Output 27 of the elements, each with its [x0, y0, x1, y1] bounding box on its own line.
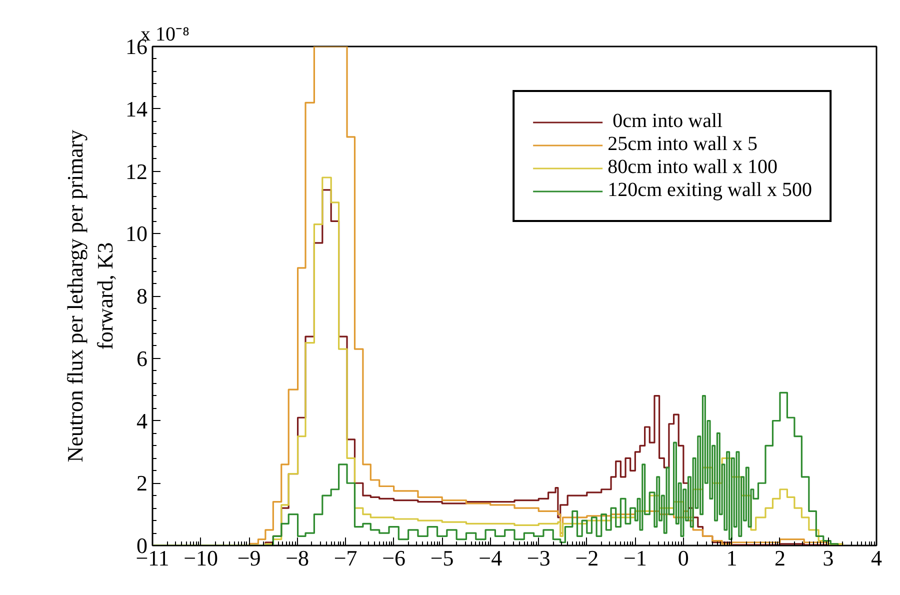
x-tick-label: −6	[382, 546, 406, 570]
x-tick-label: −9	[237, 546, 261, 570]
x-tick-label: −5	[430, 546, 454, 570]
x-tick-label: −7	[334, 546, 358, 570]
x-tick-label: 3	[822, 546, 834, 570]
y-tick-label: 10	[126, 221, 148, 246]
x-tick-label: −4	[478, 546, 502, 570]
x-tick-label: −1	[623, 546, 647, 570]
y-tick-label: 14	[126, 96, 148, 122]
y-tick-label: 2	[136, 470, 148, 496]
x-tick-label: 4	[871, 546, 882, 570]
y-tick-label: 8	[136, 284, 148, 308]
x-tick-label: 0	[678, 546, 689, 570]
x-tick-label: 1	[726, 546, 738, 570]
x-tick-label: −2	[575, 546, 599, 570]
x-tick-label: −10	[184, 546, 218, 570]
y-tick-label: 4	[136, 408, 148, 434]
x-tick-label: −3	[526, 546, 550, 570]
y-tick-label: 6	[136, 346, 148, 371]
legend-label: 25cm into wall x 5	[608, 133, 758, 156]
y-tick-label: 12	[126, 158, 148, 184]
legend-label: 80cm into wall x 100	[608, 156, 778, 179]
x-tick-label: 2	[774, 546, 786, 570]
x-tick-label: −8	[286, 546, 310, 570]
legend-label: 0cm into wall	[612, 110, 723, 133]
y-axis-title: Neutron flux per lethargy per primary forward, K3	[62, 130, 118, 462]
legend-label: 120cm exiting wall x 500	[608, 179, 812, 202]
